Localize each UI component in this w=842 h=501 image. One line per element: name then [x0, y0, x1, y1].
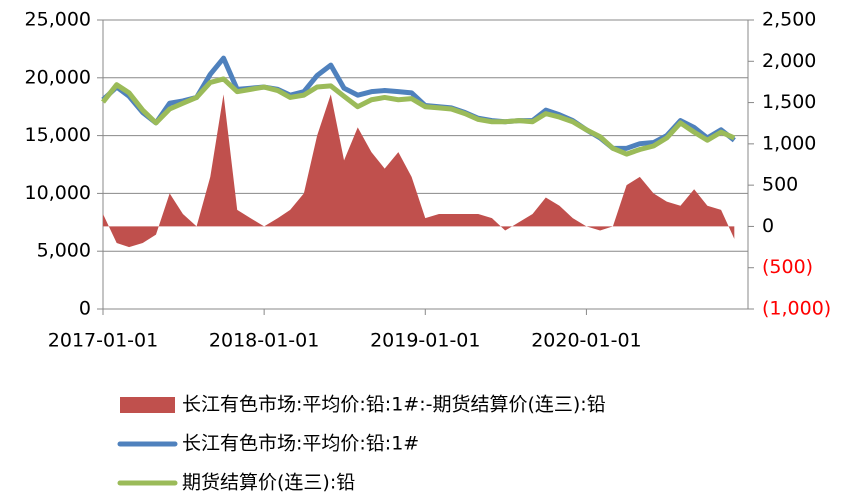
y2-tick-label: 2,000 — [762, 50, 816, 72]
y-tick-label: 0 — [79, 298, 91, 320]
legend-label: 期货结算价(连三):铅 — [182, 472, 355, 494]
y-tick-label: 15,000 — [25, 124, 91, 146]
line — [101, 55, 736, 151]
line — [101, 76, 736, 157]
y2-tick-label: 500 — [762, 174, 798, 196]
y2-tick-label: 1,500 — [762, 91, 816, 113]
area — [103, 94, 735, 248]
x-tick-label: 2017-01-01 — [48, 330, 158, 352]
y-tick-label: 5,000 — [37, 240, 91, 262]
x-tick-label: 2020-01-01 — [531, 330, 641, 352]
legend-label: 长江有色市场:平均价:铅:1# — [182, 433, 419, 455]
y-tick-label: 20,000 — [25, 66, 91, 88]
legend-label: 长江有色市场:平均价:铅:1#:-期货结算价(连三):铅 — [182, 394, 606, 416]
y2-tick-label: (500) — [762, 256, 813, 278]
y2-tick-label: 1,000 — [762, 132, 816, 154]
y-tick-label: 10,000 — [25, 182, 91, 204]
y2-tick-label: 2,500 — [762, 9, 816, 31]
y-tick-label: 25,000 — [25, 9, 91, 31]
y2-tick-label: (1,000) — [762, 298, 831, 320]
y2-tick-label: 0 — [762, 215, 774, 237]
legend-swatch — [120, 397, 175, 413]
x-tick-label: 2018-01-01 — [209, 330, 319, 352]
x-tick-label: 2019-01-01 — [370, 330, 480, 352]
